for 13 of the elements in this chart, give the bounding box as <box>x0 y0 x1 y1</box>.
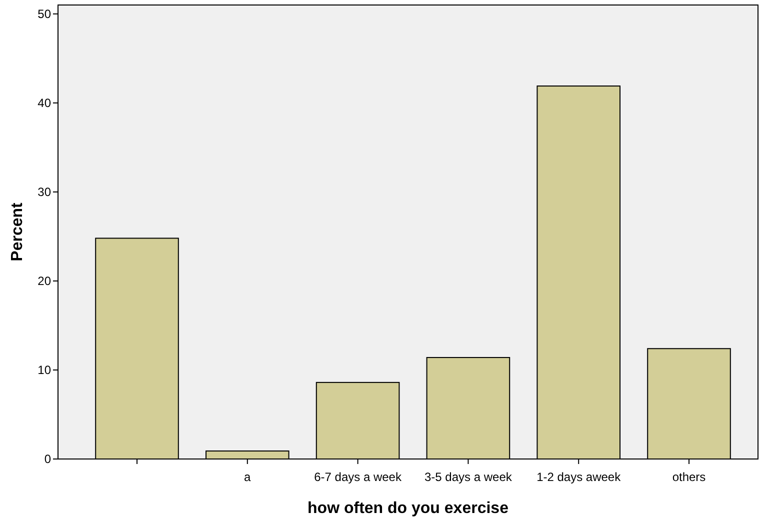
y-tick-label: 20 <box>38 274 52 288</box>
y-tick-label: 40 <box>38 96 52 110</box>
y-tick-label: 0 <box>44 452 52 466</box>
x-tick-label: others <box>672 470 706 484</box>
y-tick-label: 50 <box>38 7 52 22</box>
y-tick-label: 10 <box>38 363 52 378</box>
x-tick-label: 6-7 days a week <box>314 470 402 484</box>
x-tick-label: 1-2 days aweek <box>536 470 622 484</box>
x-tick-label: 3-5 days a week <box>424 470 513 484</box>
x-axis-title: how often do you exercise <box>308 500 509 517</box>
y-tick-label: 30 <box>38 185 52 200</box>
y-axis-title: Percent <box>9 202 26 262</box>
x-tick-label: a <box>244 470 252 484</box>
